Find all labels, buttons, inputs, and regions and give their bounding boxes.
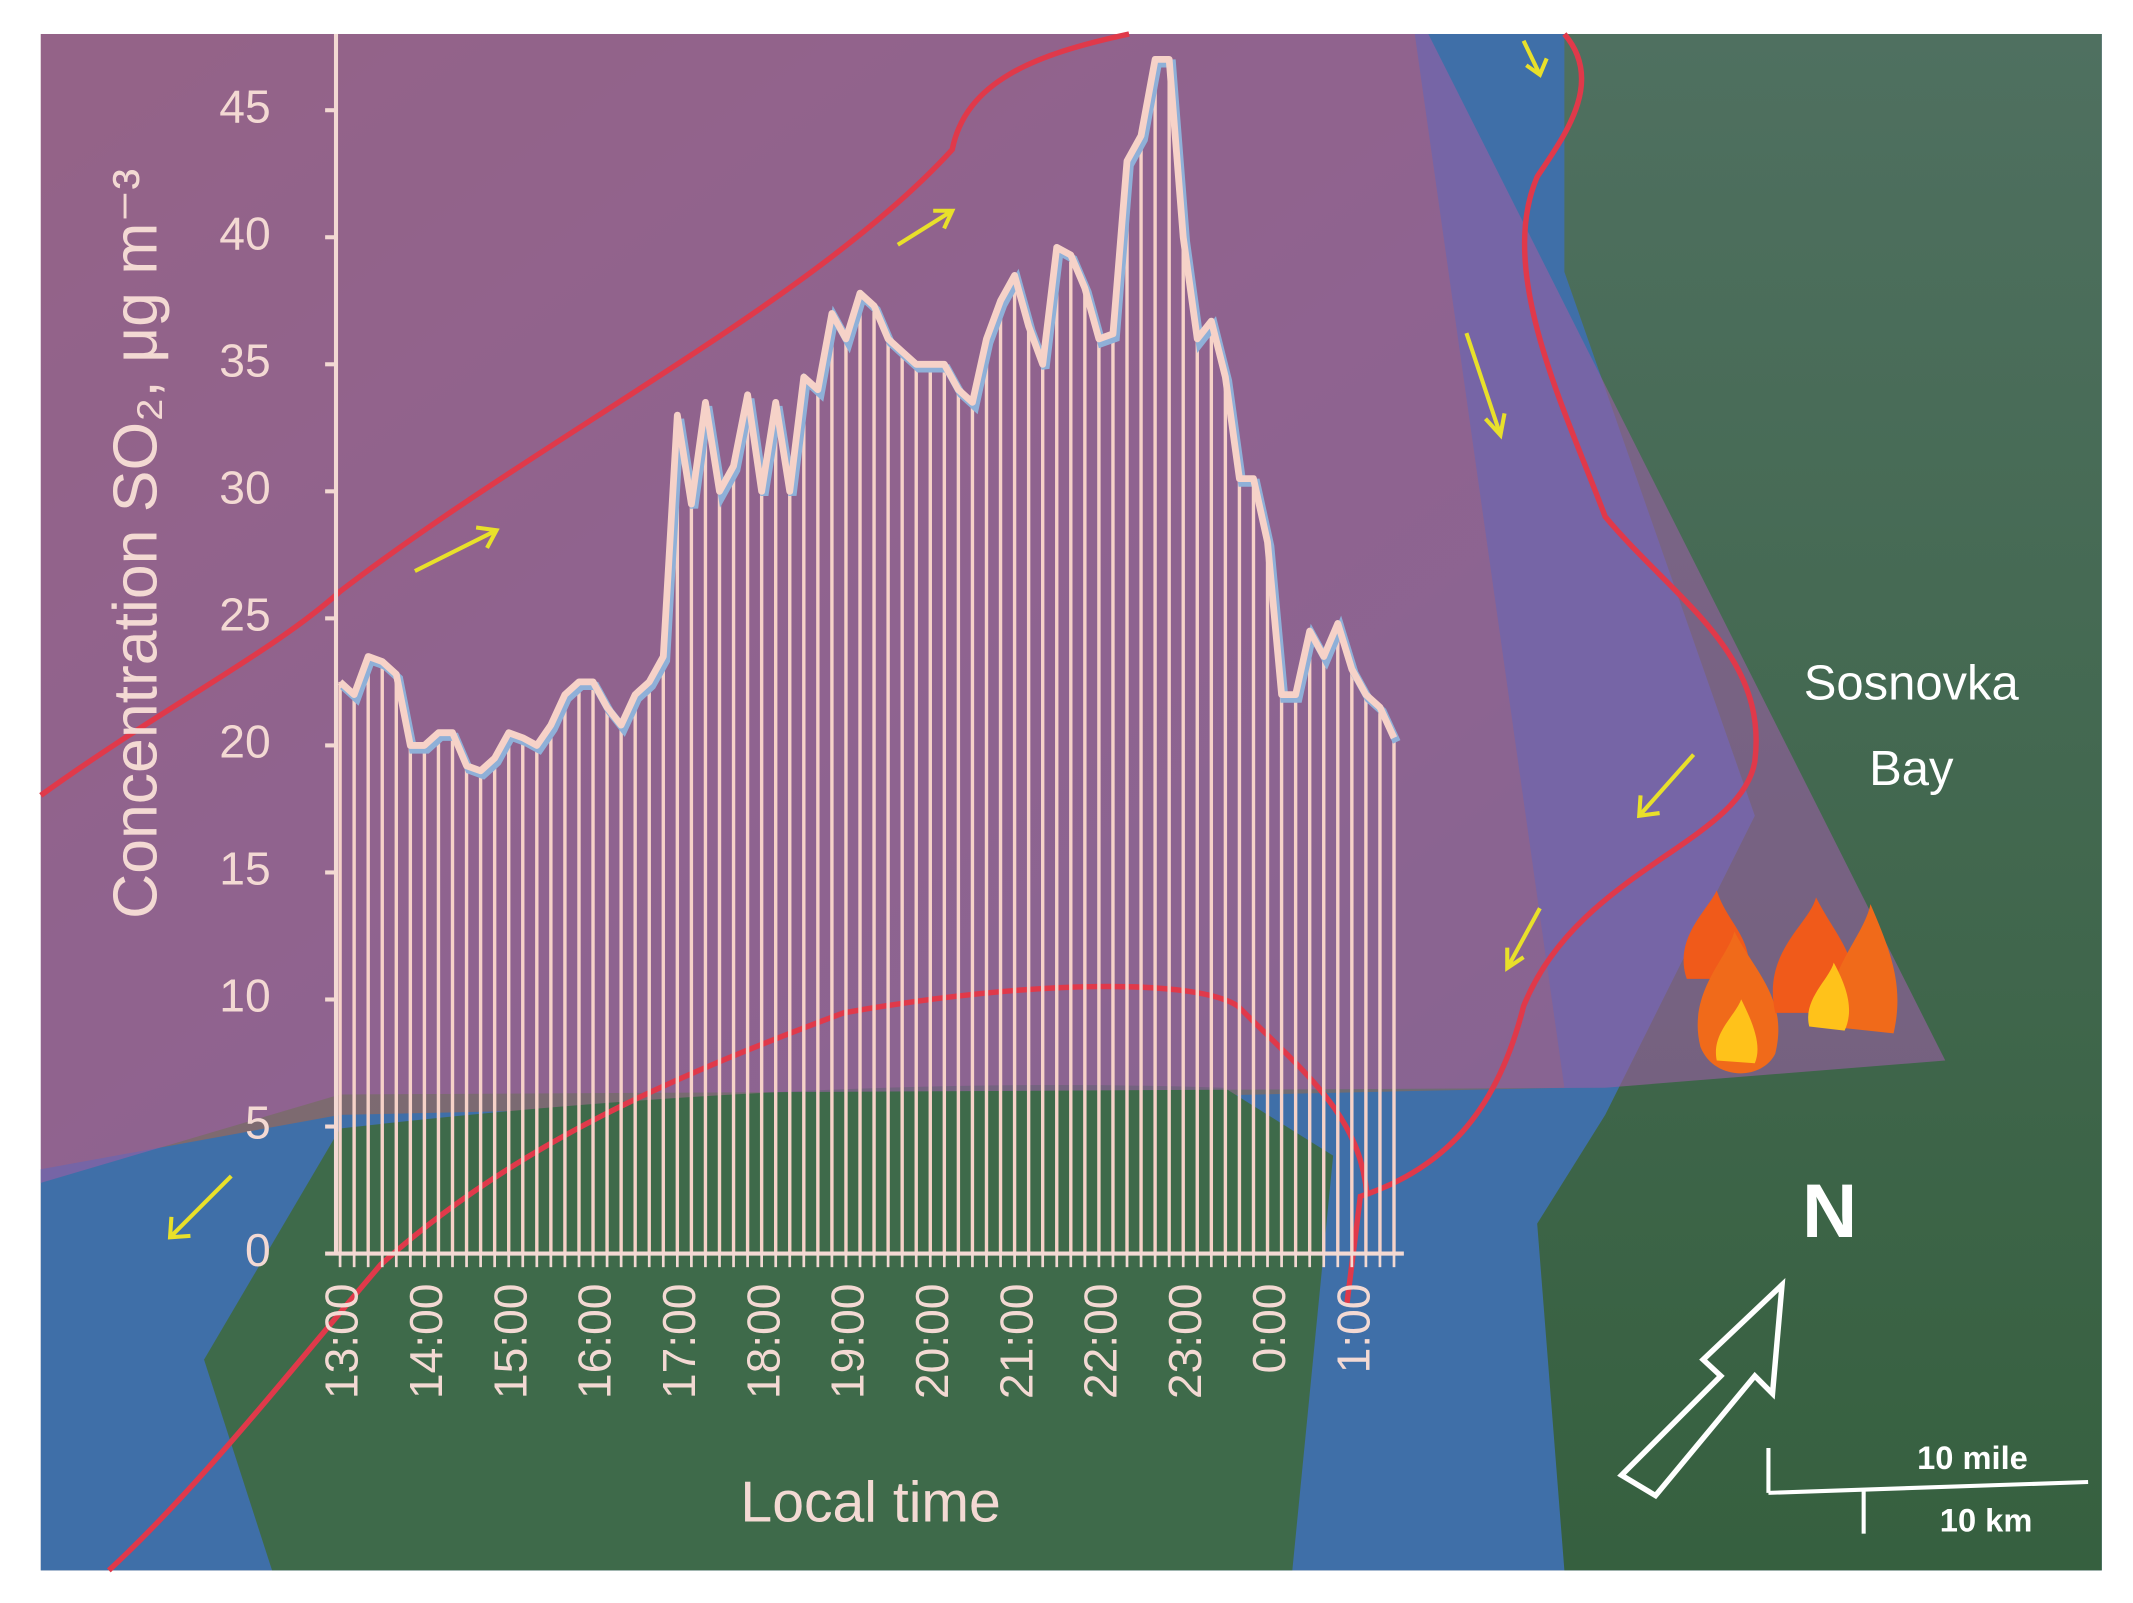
trajectory bbox=[106, 983, 1370, 1573]
x-tick-label: 1:00 bbox=[1327, 1283, 1379, 1373]
scale-label: 10 mile bbox=[1917, 1439, 2028, 1476]
x-tick-label: 23:00 bbox=[1159, 1283, 1211, 1399]
x-tick-label: 0:00 bbox=[1243, 1283, 1295, 1373]
place-label: Bay bbox=[1869, 742, 1954, 796]
y-axis-title: Concentration SO₂, μg m⁻³ bbox=[101, 169, 171, 919]
y-tick-label: 25 bbox=[219, 589, 270, 641]
flame-core bbox=[1715, 999, 1758, 1064]
x-tick-label: 14:00 bbox=[400, 1283, 452, 1399]
flame-core bbox=[1808, 962, 1850, 1031]
y-tick-label: 5 bbox=[245, 1097, 271, 1149]
wind-arrow bbox=[1505, 907, 1542, 972]
land-south bbox=[204, 1084, 1334, 1571]
north-arrow bbox=[1617, 1277, 1786, 1500]
x-tick-label: 16:00 bbox=[569, 1283, 621, 1399]
fire-icon bbox=[1683, 890, 1898, 1074]
y-tick-label: 45 bbox=[219, 80, 270, 132]
plot: 0 5 10 15 20 25 30 35 40 45 13:00 14:00 15:00 16:00 17… bbox=[219, 33, 1404, 1399]
x-tick-label: 18:00 bbox=[737, 1283, 789, 1399]
wind-arrow bbox=[1521, 39, 1549, 78]
compass: N bbox=[1617, 1169, 1857, 1500]
x-tick-label: 21:00 bbox=[990, 1283, 1042, 1399]
wind-arrow bbox=[167, 1174, 233, 1240]
x-axis-title: Local time bbox=[740, 1471, 1000, 1535]
x-tick-label: 22:00 bbox=[1075, 1283, 1127, 1399]
north-label: N bbox=[1802, 1169, 1857, 1254]
wind-arrow bbox=[896, 208, 956, 247]
wind-arrows bbox=[167, 39, 1696, 1240]
wind-arrow bbox=[1464, 332, 1507, 440]
scale-bar bbox=[1766, 1448, 2089, 1534]
trajectories bbox=[39, 31, 1759, 1573]
x-tick-label: 13:00 bbox=[316, 1283, 368, 1399]
scale-label: 10 km bbox=[1940, 1501, 2033, 1538]
sector-overlay bbox=[40, 33, 1946, 1183]
trajectory bbox=[39, 31, 1130, 798]
scale-line bbox=[1768, 1479, 2089, 1495]
wind-arrow bbox=[1636, 753, 1696, 819]
x-tick-label: 15:00 bbox=[484, 1283, 536, 1399]
y-tick-label: 30 bbox=[219, 462, 270, 514]
y-tick-label: 0 bbox=[245, 1224, 271, 1276]
place-label: Sosnovka bbox=[1804, 657, 2020, 711]
x-tick-label: 17:00 bbox=[653, 1283, 705, 1399]
land-east bbox=[1537, 33, 2102, 1571]
y-tick-label: 10 bbox=[219, 970, 270, 1022]
y-tick-label: 20 bbox=[219, 716, 270, 768]
x-tick-label: 20:00 bbox=[906, 1283, 958, 1399]
trajectory bbox=[1344, 32, 1759, 1306]
y-tick-label: 40 bbox=[219, 207, 270, 259]
x-tick-label: 19:00 bbox=[822, 1283, 874, 1399]
series-line bbox=[337, 55, 1398, 775]
y-tick-label: 35 bbox=[219, 335, 270, 387]
y-tick-label: 15 bbox=[219, 843, 270, 895]
wind-arrow bbox=[413, 525, 500, 573]
flame bbox=[1697, 931, 1779, 1074]
